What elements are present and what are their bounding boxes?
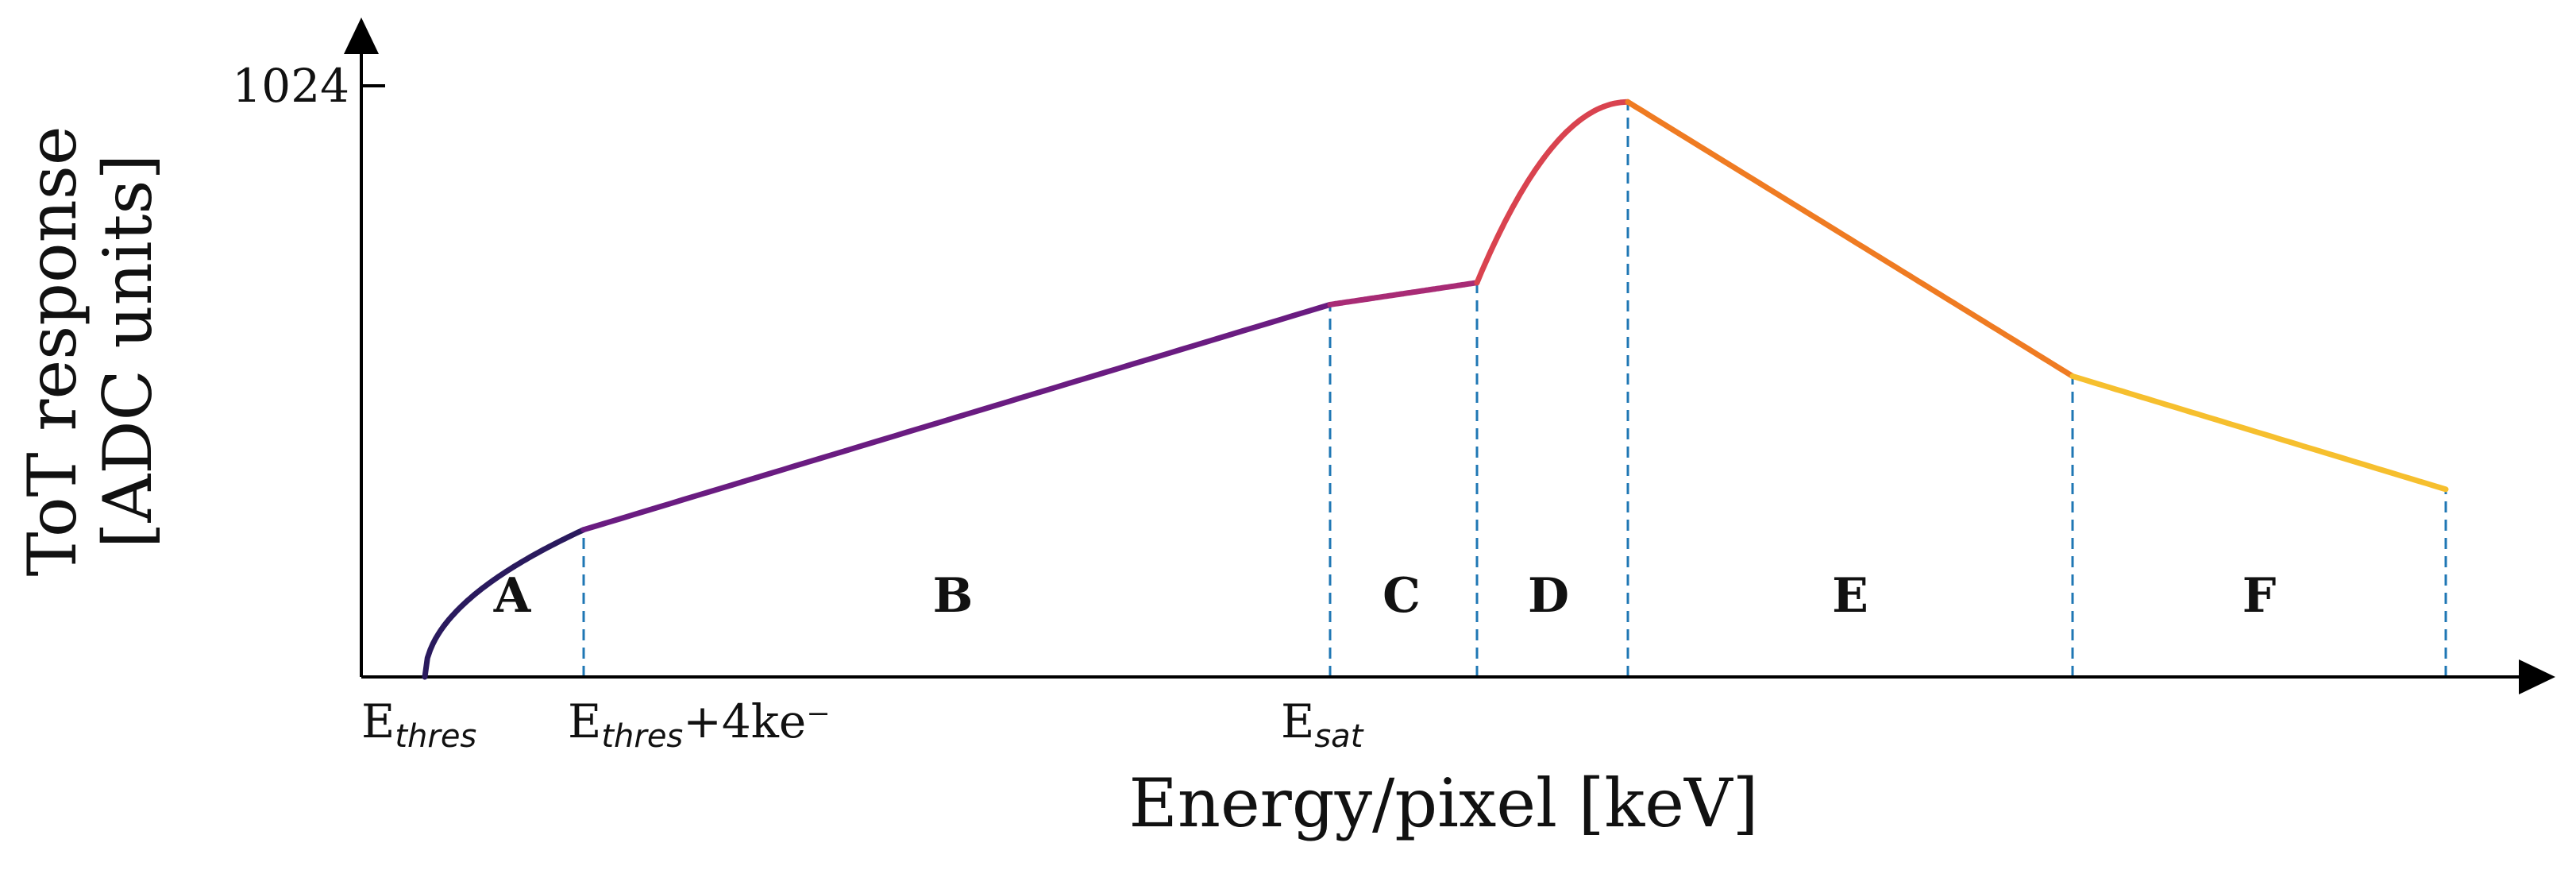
y-axis-label-line2: [ADC units] xyxy=(89,154,167,548)
curve-segment-a xyxy=(422,527,587,680)
curve-segment-d xyxy=(1474,99,1631,286)
x-axis-label: Energy/pixel [keV] xyxy=(1129,764,1759,842)
curve-segment-c xyxy=(1327,280,1480,307)
x-tick-label-esat: Esat xyxy=(1281,694,1364,755)
y-axis-arrow-icon xyxy=(344,17,379,54)
x-tick-label-ethres: Ethres xyxy=(361,694,476,755)
axes: 1024 xyxy=(232,17,2555,694)
region-label-c: C xyxy=(1382,568,1421,624)
region-label-d: D xyxy=(1528,568,1569,624)
x-tick-label-ethres4: Ethres+4ke⁻ xyxy=(568,694,831,755)
curve-segment-e xyxy=(1625,99,2076,379)
region-labels: A B C D E F xyxy=(493,568,2277,624)
region-label-e: E xyxy=(1832,568,1868,624)
curve-segment-b xyxy=(580,301,1333,533)
x-tick-labels: Ethres Ethres+4ke⁻ Esat xyxy=(361,694,1364,755)
y-axis-label: ToT response [ADC units] xyxy=(13,126,167,576)
region-label-f: F xyxy=(2242,568,2277,624)
region-label-b: B xyxy=(933,568,974,624)
region-boundaries xyxy=(582,102,2447,677)
x-axis-arrow-icon xyxy=(2519,659,2555,694)
y-axis-label-line1: ToT response xyxy=(13,126,91,576)
region-label-a: A xyxy=(493,568,532,624)
curve-segment-f xyxy=(2069,373,2449,493)
y-tick-label: 1024 xyxy=(232,59,349,113)
response-curve xyxy=(422,99,2449,680)
